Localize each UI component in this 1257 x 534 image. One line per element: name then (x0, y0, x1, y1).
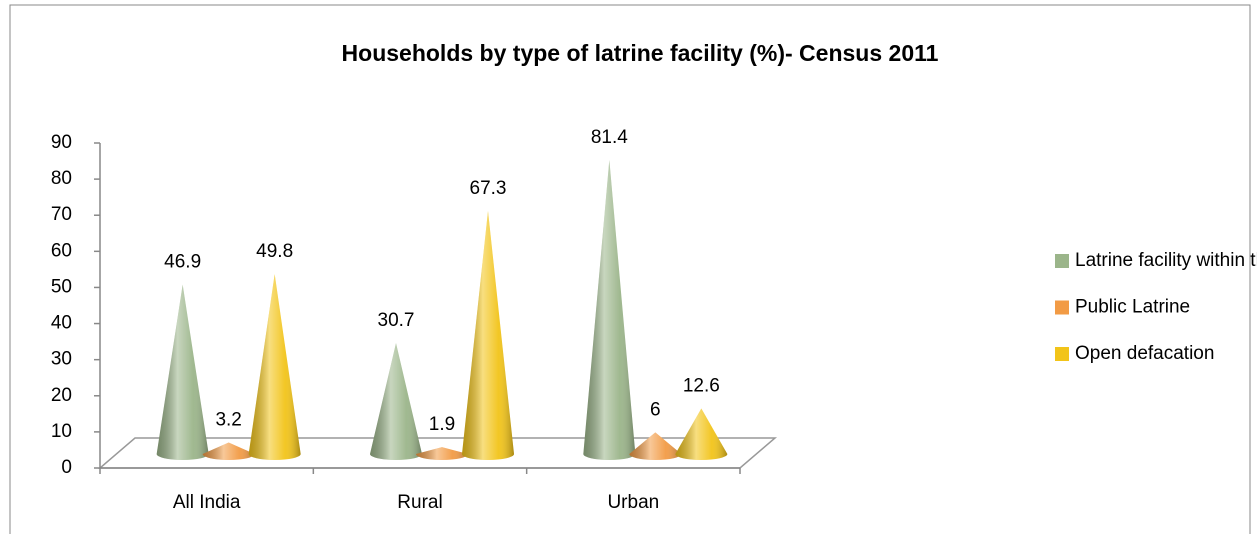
cone (248, 274, 301, 460)
cone (202, 442, 255, 461)
cone (629, 432, 682, 461)
chart-title: Households by type of latrine facility (… (342, 40, 939, 66)
cone (416, 447, 468, 460)
x-tick-label: Rural (397, 492, 442, 513)
data-label: 6 (650, 399, 661, 420)
y-tick-label: 10 (51, 421, 72, 442)
y-tick-label: 40 (51, 313, 72, 334)
cone (583, 160, 636, 461)
cone (370, 343, 422, 460)
x-tick-label: Urban (607, 492, 659, 513)
y-tick-label: 30 (51, 349, 72, 370)
data-label: 81.4 (591, 127, 628, 148)
y-tick-label: 0 (61, 457, 72, 478)
cone-face (202, 442, 255, 461)
y-tick-label: 80 (51, 168, 72, 189)
y-tick-label: 70 (51, 204, 72, 225)
legend-label: Public Latrine (1075, 297, 1190, 318)
data-label: 67.3 (470, 178, 507, 199)
cone (675, 408, 728, 461)
data-label: 3.2 (215, 409, 241, 430)
y-tick-label: 60 (51, 240, 72, 261)
cone-face (629, 432, 682, 461)
data-label: 1.9 (429, 414, 455, 435)
data-label: 46.9 (164, 252, 201, 273)
cone-face (462, 210, 514, 460)
legend-label: Open defacation (1075, 343, 1214, 364)
x-tick-label: All India (173, 492, 241, 513)
cone (156, 284, 209, 461)
data-label: 49.8 (256, 241, 293, 262)
legend-swatch (1055, 347, 1069, 361)
cone-face (583, 160, 636, 461)
legend-label: Latrine facility within the premises (1075, 250, 1257, 271)
cone-face (248, 274, 301, 460)
cone-face (675, 408, 728, 461)
data-label: 30.7 (378, 310, 415, 331)
cone-face (416, 447, 468, 460)
legend-swatch (1055, 300, 1069, 315)
y-tick-label: 90 (51, 132, 72, 153)
data-label: 12.6 (683, 376, 720, 397)
cone (462, 210, 514, 460)
cone-face (156, 284, 209, 461)
legend-swatch (1055, 254, 1069, 268)
cone-face (370, 343, 422, 460)
y-tick-label: 20 (51, 385, 72, 406)
y-tick-label: 50 (51, 276, 72, 297)
